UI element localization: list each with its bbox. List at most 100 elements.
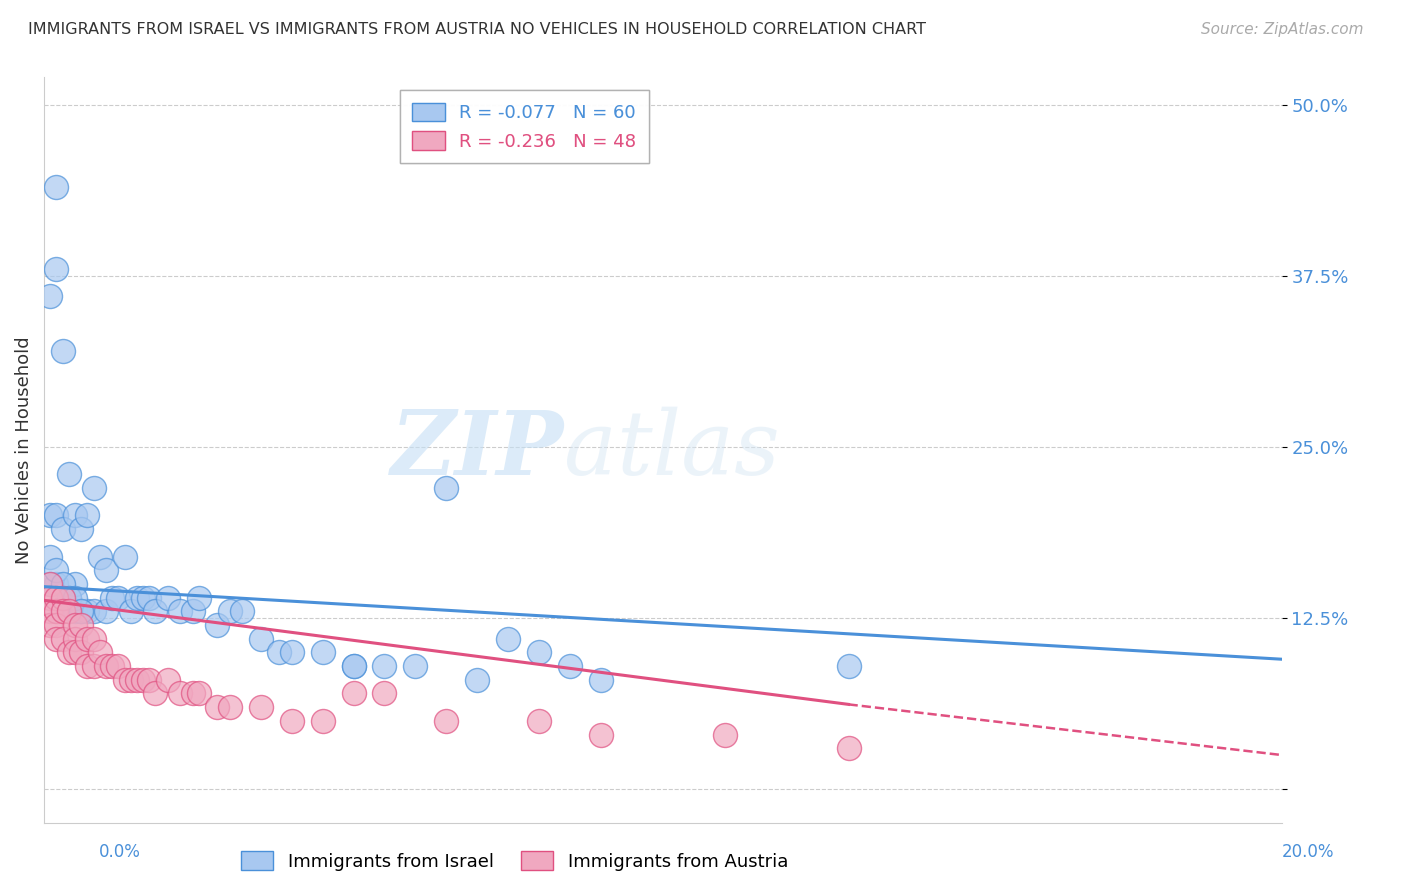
Point (39, 618, 62, 632)
Point (280, 645, 302, 659)
Point (70, 604, 93, 618)
Point (63, 645, 86, 659)
Point (83, 604, 105, 618)
Point (138, 591, 160, 605)
Text: atlas: atlas (564, 407, 780, 494)
Point (45, 591, 67, 605)
Point (207, 700, 229, 714)
Point (39, 591, 62, 605)
Point (39, 577, 62, 591)
Point (218, 604, 240, 618)
Point (58, 591, 80, 605)
Point (39, 604, 62, 618)
Point (70, 618, 93, 632)
Point (58, 591, 80, 605)
Point (125, 673, 148, 687)
Point (39, 289, 62, 303)
Point (249, 700, 271, 714)
Point (52, 632, 75, 646)
Point (465, 673, 488, 687)
Point (52, 344, 75, 359)
Point (45, 618, 67, 632)
Point (76, 632, 98, 646)
Point (181, 604, 204, 618)
Point (83, 659, 105, 673)
Point (89, 645, 111, 659)
Point (58, 467, 80, 482)
Point (52, 522, 75, 536)
Point (218, 700, 240, 714)
Point (52, 604, 75, 618)
Point (52, 591, 75, 605)
Point (76, 508, 98, 523)
Point (589, 673, 612, 687)
Point (39, 508, 62, 523)
Point (342, 659, 364, 673)
Point (120, 673, 142, 687)
Point (125, 591, 148, 605)
Point (114, 673, 136, 687)
Point (373, 659, 395, 673)
Point (114, 549, 136, 564)
Point (89, 549, 111, 564)
Y-axis label: No Vehicles in Household: No Vehicles in Household (15, 336, 32, 565)
Point (527, 714, 550, 728)
Point (838, 741, 860, 756)
Point (70, 645, 93, 659)
Point (120, 604, 142, 618)
Legend: R = -0.077   N = 60, R = -0.236   N = 48: R = -0.077 N = 60, R = -0.236 N = 48 (399, 90, 650, 163)
Point (76, 604, 98, 618)
Point (63, 618, 86, 632)
Point (558, 659, 581, 673)
Text: 20.0%: 20.0% (1281, 843, 1334, 861)
Point (169, 686, 191, 700)
Point (156, 673, 179, 687)
Point (39, 577, 62, 591)
Point (311, 714, 333, 728)
Point (70, 604, 93, 618)
Point (169, 604, 191, 618)
Point (311, 645, 333, 659)
Point (280, 714, 302, 728)
Point (107, 659, 129, 673)
Point (45, 180, 67, 194)
Point (58, 604, 80, 618)
Point (231, 604, 253, 618)
Point (45, 563, 67, 577)
Point (342, 686, 364, 700)
Point (404, 659, 426, 673)
Point (94, 604, 117, 618)
Point (434, 481, 457, 495)
Point (496, 632, 519, 646)
Point (269, 645, 291, 659)
Point (70, 522, 93, 536)
Point (101, 591, 124, 605)
Point (138, 673, 160, 687)
Point (589, 727, 612, 741)
Point (52, 591, 75, 605)
Point (39, 549, 62, 564)
Point (83, 632, 105, 646)
Text: ZIP: ZIP (391, 408, 564, 493)
Point (63, 508, 86, 523)
Point (63, 591, 86, 605)
Point (94, 563, 117, 577)
Point (45, 262, 67, 277)
Point (76, 659, 98, 673)
Point (83, 481, 105, 495)
Point (132, 591, 155, 605)
Point (342, 659, 364, 673)
Point (187, 591, 209, 605)
Point (187, 686, 209, 700)
Point (714, 727, 737, 741)
Point (838, 659, 860, 673)
Point (94, 659, 117, 673)
Text: Source: ZipAtlas.com: Source: ZipAtlas.com (1201, 22, 1364, 37)
Point (45, 508, 67, 523)
Point (207, 618, 229, 632)
Text: IMMIGRANTS FROM ISRAEL VS IMMIGRANTS FROM AUSTRIA NO VEHICLES IN HOUSEHOLD CORRE: IMMIGRANTS FROM ISRAEL VS IMMIGRANTS FRO… (28, 22, 927, 37)
Point (145, 686, 167, 700)
Point (63, 604, 86, 618)
Point (249, 632, 271, 646)
Point (45, 604, 67, 618)
